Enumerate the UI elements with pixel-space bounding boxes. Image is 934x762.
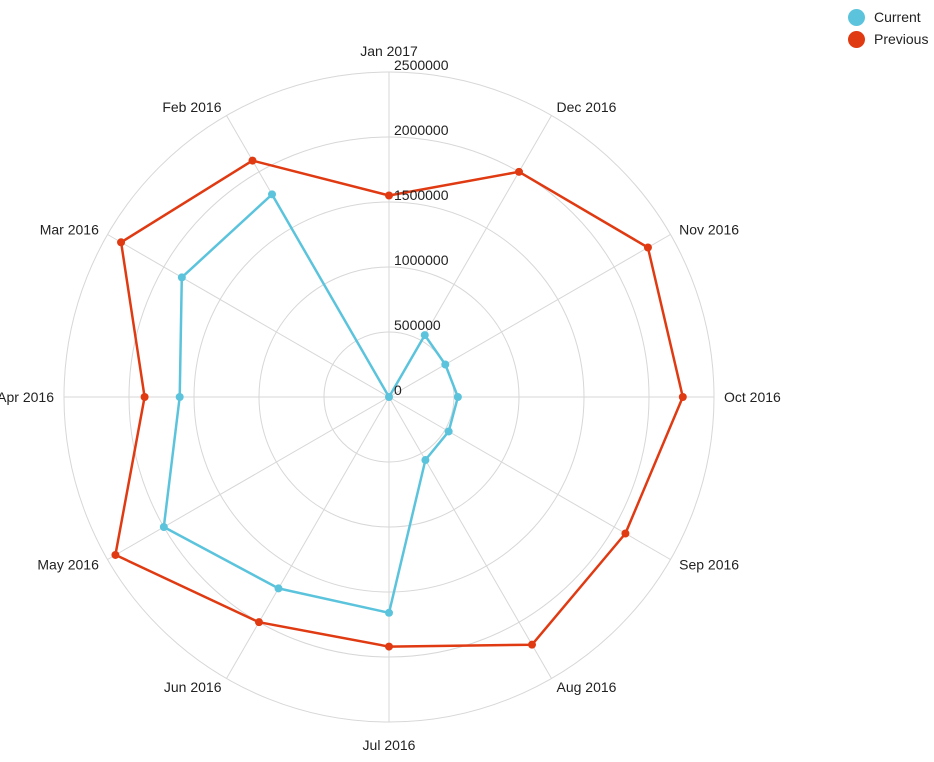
data-point-1-7[interactable] (255, 618, 263, 627)
tick-label-0: 0 (394, 382, 402, 398)
series (111, 156, 687, 651)
axis-label-2: Nov 2016 (679, 222, 739, 238)
spoke-5 (388, 396, 552, 679)
legend: Current Previous (848, 6, 928, 50)
data-point-1-6[interactable] (385, 642, 393, 651)
data-point-1-4[interactable] (621, 529, 630, 538)
spoke-7 (226, 396, 390, 679)
legend-label-previous: Previous (874, 31, 929, 47)
data-point-1-3[interactable] (678, 393, 687, 401)
axis-label-11: Feb 2016 (162, 99, 221, 115)
tick-label-4: 2000000 (394, 122, 449, 138)
data-point-0-8[interactable] (159, 523, 168, 531)
legend-label-current: Current (874, 9, 921, 25)
legend-swatch-current (848, 8, 865, 26)
data-point-0-7[interactable] (274, 584, 283, 593)
data-point-0-6[interactable] (385, 608, 393, 617)
data-point-0-10[interactable] (177, 273, 186, 282)
axis-label-6: Jul 2016 (363, 737, 416, 753)
axis-label-7: Jun 2016 (164, 679, 222, 695)
tick-label-2: 1000000 (394, 252, 449, 268)
legend-swatch-previous (848, 30, 865, 48)
data-point-0-0[interactable] (385, 393, 393, 401)
data-point-0-11[interactable] (268, 190, 276, 199)
data-point-1-1[interactable] (515, 167, 523, 176)
tick-label-1: 500000 (394, 317, 441, 333)
spoke-2 (388, 234, 671, 398)
data-point-0-4[interactable] (444, 427, 453, 436)
axis-label-8: May 2016 (37, 557, 99, 573)
tick-label-3: 1500000 (394, 187, 449, 203)
spoke-10 (107, 234, 390, 398)
data-point-0-3[interactable] (453, 393, 462, 401)
data-point-0-2[interactable] (441, 360, 450, 369)
tick-labels: 0 500000 1000000 1500000 2000000 2500000 (394, 57, 449, 398)
axis-label-4: Sep 2016 (679, 557, 739, 573)
data-point-1-10[interactable] (117, 238, 126, 247)
axis-label-5: Aug 2016 (557, 679, 617, 695)
grid (63, 71, 715, 723)
data-point-1-9[interactable] (140, 393, 149, 401)
axis-label-1: Dec 2016 (557, 99, 617, 115)
data-point-1-2[interactable] (643, 243, 652, 252)
data-point-1-11[interactable] (248, 156, 257, 165)
axis-label-9: Apr 2016 (0, 389, 54, 405)
data-point-1-5[interactable] (528, 640, 536, 649)
legend-item-current[interactable]: Current (848, 6, 928, 28)
axis-label-10: Mar 2016 (40, 222, 99, 238)
data-point-0-9[interactable] (175, 393, 184, 401)
data-point-0-1[interactable] (420, 331, 429, 340)
axis-label-3: Oct 2016 (724, 389, 781, 405)
tick-label-5: 2500000 (394, 57, 449, 73)
axis-labels: Jan 2017 Dec 2016 Nov 2016 Oct 2016 Sep 2016… (0, 43, 781, 753)
data-point-0-5[interactable] (421, 456, 430, 465)
data-point-1-0[interactable] (385, 191, 393, 200)
spoke-8 (107, 396, 390, 560)
data-point-1-8[interactable] (111, 550, 120, 559)
axis-label-0: Jan 2017 (360, 43, 418, 59)
legend-item-previous[interactable]: Previous (848, 28, 928, 50)
